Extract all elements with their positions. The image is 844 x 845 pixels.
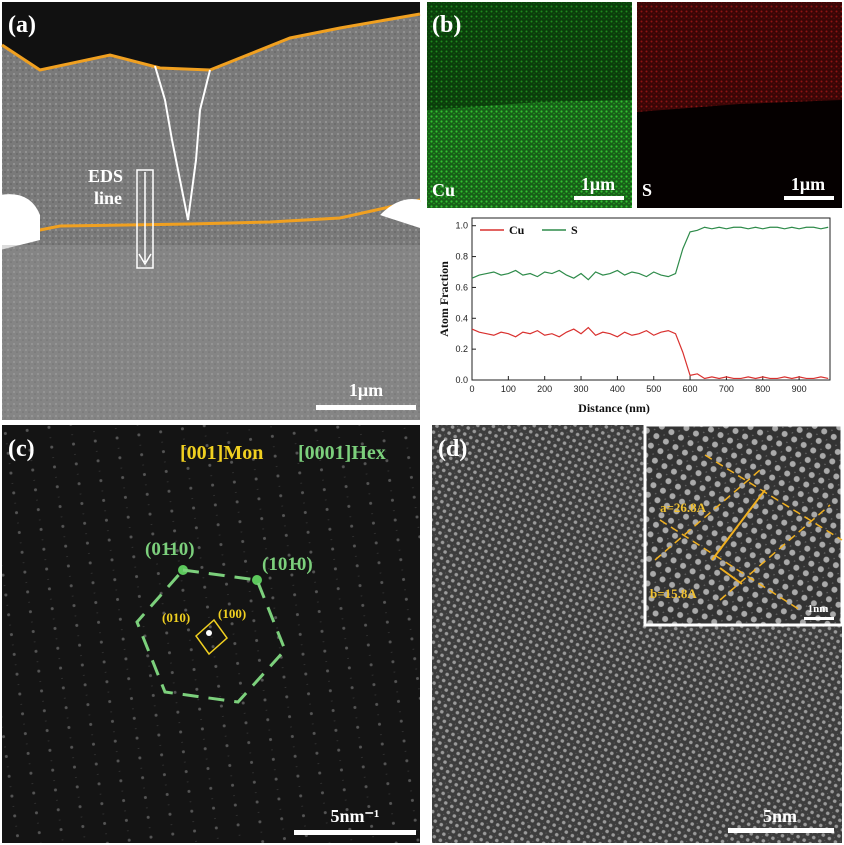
line-chart: Distance (nm) Atom Fraction 0.0 0.2 0.4 0.6… <box>437 217 831 415</box>
panel-label: (c) <box>8 436 35 462</box>
top-region <box>2 2 420 70</box>
spacing-label: b=15.8A <box>650 586 697 601</box>
zone-axis: [0001]Hex <box>298 442 386 464</box>
x-tick-label: 300 <box>574 384 589 394</box>
mon-index: (100) <box>218 606 246 621</box>
mon-cell <box>194 618 229 656</box>
spot <box>206 630 212 636</box>
scale-bar <box>804 617 834 620</box>
boundary <box>1 198 421 242</box>
scale-label: 1μm <box>791 174 825 194</box>
y-tick-label: 1.0 <box>455 221 468 231</box>
scale-label: 1μm <box>349 380 383 400</box>
hex-index: (101̵0) <box>262 554 313 575</box>
x-tick-label: 0 <box>469 384 474 394</box>
legend-label: Cu <box>509 223 525 237</box>
x-tick-label: 800 <box>755 384 770 394</box>
legend-label: S <box>571 223 578 237</box>
annotation: EDS <box>88 166 123 186</box>
inset <box>643 423 844 627</box>
cu-map-region <box>427 100 632 208</box>
x-tick-label: 100 <box>501 384 516 394</box>
x-tick-label: 500 <box>646 384 661 394</box>
x-tick-label: 900 <box>792 384 807 394</box>
cu-map-region <box>427 25 632 110</box>
measure <box>711 489 766 585</box>
panel-label: (b) <box>432 12 461 38</box>
zone-axis: [001]Mon <box>180 442 263 464</box>
s-map-region <box>637 2 842 112</box>
panel-d: (d) a=26.8A b=15.8A 1nm 5nm <box>432 423 844 843</box>
scale-label: 5nm⁻¹ <box>331 806 380 826</box>
x-tick-label: 600 <box>683 384 698 394</box>
y-tick-label: 0.0 <box>455 375 468 385</box>
panel-b: (b) Cu S 1μm 1μm <box>427 2 842 208</box>
hex-outline <box>135 568 287 704</box>
lower-layer <box>2 245 420 420</box>
scale-bar <box>294 830 416 835</box>
series-line <box>471 226 829 281</box>
x-tick-label: 200 <box>537 384 552 394</box>
plot-frame <box>471 217 831 381</box>
series-line <box>471 326 829 380</box>
hex-index: (01̵10) <box>145 539 195 560</box>
scale-label: 5nm <box>763 806 797 826</box>
mon-index: (010) <box>162 610 190 625</box>
scale-bar <box>316 405 416 410</box>
x-axis-title: Distance (nm) <box>578 401 650 415</box>
y-tick-label: 0.2 <box>455 344 468 354</box>
scale-bar <box>728 828 834 833</box>
x-tick-label: 400 <box>610 384 625 394</box>
scale-label: 1nm <box>808 603 829 615</box>
panel-label: (a) <box>8 12 36 38</box>
panel-c: (c) [001]Mon [0001]Hex (01̵10) (101̵0) (… <box>2 425 420 843</box>
annotation: line <box>94 188 122 208</box>
eds-box <box>136 169 154 269</box>
y-tick-label: 0.6 <box>455 282 468 292</box>
tem-image <box>2 2 420 420</box>
spacing-label: a=26.8A <box>660 500 707 515</box>
panel-label: (d) <box>438 436 467 462</box>
bright-area <box>0 194 40 250</box>
x-tick-label: 700 <box>719 384 734 394</box>
eds-arrow <box>138 172 152 266</box>
y-tick-label: 0.8 <box>455 252 468 262</box>
scale-bar <box>574 196 624 200</box>
spot <box>252 575 262 585</box>
crack <box>154 65 211 221</box>
bright-area <box>380 199 420 228</box>
boundary <box>1 12 421 72</box>
scale-bar <box>784 196 834 200</box>
element-label: S <box>642 180 652 200</box>
element-label: Cu <box>432 180 455 200</box>
scale-label: 1μm <box>581 174 615 194</box>
y-axis-title: Atom Fraction <box>437 261 451 337</box>
panel-a: (a) EDS line 1μm <box>0 2 421 420</box>
y-tick-label: 0.4 <box>455 313 468 323</box>
lattice-lines <box>654 454 843 611</box>
